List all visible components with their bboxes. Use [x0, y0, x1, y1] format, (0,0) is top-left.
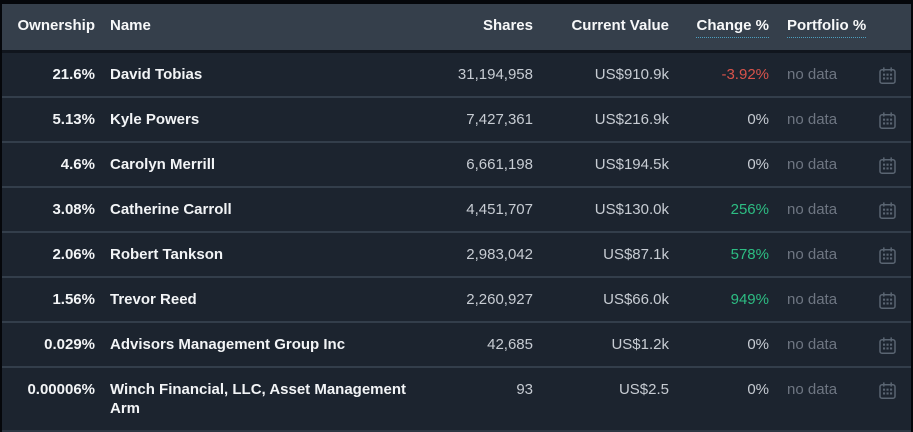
portfolio-percent-value: no data: [787, 291, 838, 308]
ownership-value: 0.029%: [44, 336, 95, 353]
table-row: 21.6% David Tobias 31,194,958 US$910.9k …: [2, 53, 911, 96]
calendar-icon[interactable]: [875, 380, 899, 402]
row-action-cell: [863, 188, 911, 230]
table-row: 2.06% Robert Tankson 2,983,042 US$87.1k …: [2, 231, 911, 276]
table-row: 4.6% Carolyn Merrill 6,661,198 US$194.5k…: [2, 141, 911, 186]
current-value: US$194.5k: [594, 156, 669, 173]
header-actions: [863, 4, 911, 28]
ownership-value: 5.13%: [52, 111, 95, 128]
header-change-percent[interactable]: Change %: [669, 4, 769, 50]
header-name: Name: [110, 17, 151, 34]
shares-value: 93: [516, 381, 533, 398]
calendar-icon[interactable]: [875, 110, 899, 132]
table-row: 5.13% Kyle Powers 7,427,361 US$216.9k 0%…: [2, 96, 911, 141]
portfolio-percent-value: no data: [787, 66, 838, 83]
holder-name: Kyle Powers: [110, 111, 200, 128]
calendar-icon[interactable]: [875, 290, 899, 312]
header-portfolio-percent[interactable]: Portfolio %: [769, 4, 867, 50]
shares-value: 2,260,927: [466, 291, 533, 308]
holder-name: David Tobias: [110, 66, 203, 83]
table-row: 0.00006% Winch Financial, LLC, Asset Man…: [2, 366, 911, 430]
shares-value: 6,661,198: [466, 156, 533, 173]
change-percent-value: 0%: [747, 381, 769, 398]
change-percent-value: 0%: [747, 336, 769, 353]
header-ownership: Ownership: [17, 17, 95, 34]
current-value: US$87.1k: [603, 246, 669, 263]
ownership-value: 2.06%: [52, 246, 95, 263]
holder-name: Advisors Management Group Inc: [110, 336, 346, 353]
ownership-value: 4.6%: [60, 156, 95, 173]
current-value: US$130.0k: [594, 201, 669, 218]
row-action-cell: [863, 323, 911, 365]
table-header: Ownership Name Shares Current Value Chan…: [2, 4, 911, 53]
current-value: US$1.2k: [611, 336, 669, 353]
row-action-cell: [863, 53, 911, 95]
table-row: 3.08% Catherine Carroll 4,451,707 US$130…: [2, 186, 911, 231]
shares-value: 4,451,707: [466, 201, 533, 218]
change-percent-value: 0%: [747, 111, 769, 128]
row-action-cell: [863, 98, 911, 140]
holder-name: Catherine Carroll: [110, 201, 232, 218]
ownership-value: 21.6%: [52, 66, 95, 83]
portfolio-percent-value: no data: [787, 156, 838, 173]
row-action-cell: [863, 233, 911, 275]
current-value: US$216.9k: [594, 111, 669, 128]
calendar-icon[interactable]: [875, 200, 899, 222]
calendar-icon[interactable]: [875, 155, 899, 177]
calendar-icon[interactable]: [875, 335, 899, 357]
current-value: US$66.0k: [603, 291, 669, 308]
ownership-value: 1.56%: [52, 291, 95, 308]
change-percent-value: 949%: [730, 291, 769, 308]
portfolio-percent-value: no data: [787, 111, 838, 128]
holder-name: Trevor Reed: [110, 291, 197, 308]
shares-value: 7,427,361: [466, 111, 533, 128]
row-action-cell: [863, 143, 911, 185]
header-current-value: Current Value: [571, 17, 669, 34]
holder-name: Winch Financial, LLC, Asset Management A…: [110, 381, 407, 417]
table-row: 0.029% Advisors Management Group Inc 42,…: [2, 321, 911, 366]
change-percent-value: 0%: [747, 156, 769, 173]
holder-name: Carolyn Merrill: [110, 156, 216, 173]
calendar-icon[interactable]: [875, 65, 899, 87]
ownership-table: Ownership Name Shares Current Value Chan…: [2, 4, 911, 432]
portfolio-percent-value: no data: [787, 246, 838, 263]
portfolio-percent-value: no data: [787, 381, 838, 398]
ownership-value: 0.00006%: [27, 381, 95, 398]
ownership-value: 3.08%: [52, 201, 95, 218]
change-percent-value: 256%: [730, 201, 769, 218]
shares-value: 42,685: [487, 336, 533, 353]
table-row: 1.56% Trevor Reed 2,260,927 US$66.0k 949…: [2, 276, 911, 321]
change-percent-value: 578%: [730, 246, 769, 263]
current-value: US$2.5: [618, 381, 669, 398]
row-action-cell: [863, 368, 911, 410]
shares-value: 2,983,042: [466, 246, 533, 263]
portfolio-percent-value: no data: [787, 201, 838, 218]
calendar-icon[interactable]: [875, 245, 899, 267]
change-percent-value: -3.92%: [721, 66, 769, 83]
current-value: US$910.9k: [594, 66, 669, 83]
portfolio-percent-value: no data: [787, 336, 838, 353]
header-shares: Shares: [482, 17, 533, 34]
row-action-cell: [863, 278, 911, 320]
shares-value: 31,194,958: [457, 66, 533, 83]
holder-name: Robert Tankson: [110, 246, 224, 263]
